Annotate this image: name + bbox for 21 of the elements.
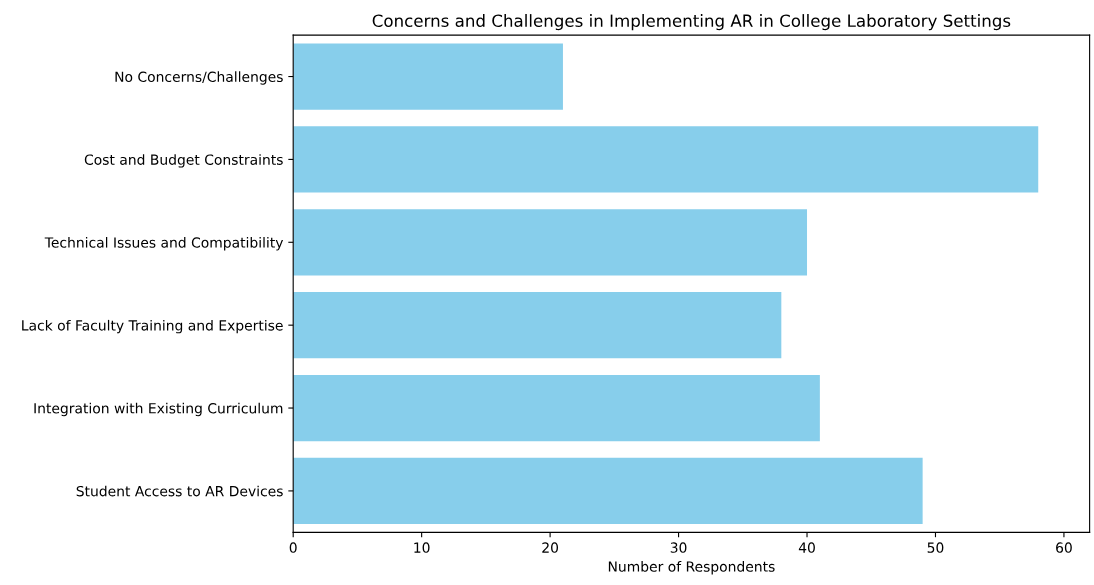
x-tick-label: 60 <box>1056 542 1072 553</box>
x-tick-label: 20 <box>542 542 559 553</box>
bar <box>293 209 808 276</box>
bar <box>293 374 820 442</box>
chart-title: Concerns and Challenges in Implementing AR in College Laboratory Settings <box>372 14 1011 31</box>
bar <box>293 292 782 359</box>
y-tick-label: No Concerns/Challenges <box>115 71 283 85</box>
bar <box>293 126 1039 193</box>
x-tick-label: 10 <box>414 542 430 553</box>
x-tick-label: 0 <box>289 542 297 553</box>
y-tick-label: Lack of Faculty Training and Expertise <box>22 319 283 334</box>
x-axis-title: Number of Respondents <box>608 561 775 575</box>
y-tick-label: Integration with Existing Curriculum <box>34 402 283 417</box>
bar <box>293 43 563 110</box>
x-tick-label: 30 <box>670 542 687 553</box>
y-tick-label: Cost and Budget Constraints <box>84 154 283 168</box>
y-tick-label: Student Access to AR Devices <box>76 485 283 497</box>
y-tick-label: Technical Issues and Compatibility <box>44 237 284 251</box>
bar <box>293 457 923 525</box>
x-tick-label: 50 <box>927 542 944 553</box>
x-tick-label: 40 <box>798 542 815 553</box>
